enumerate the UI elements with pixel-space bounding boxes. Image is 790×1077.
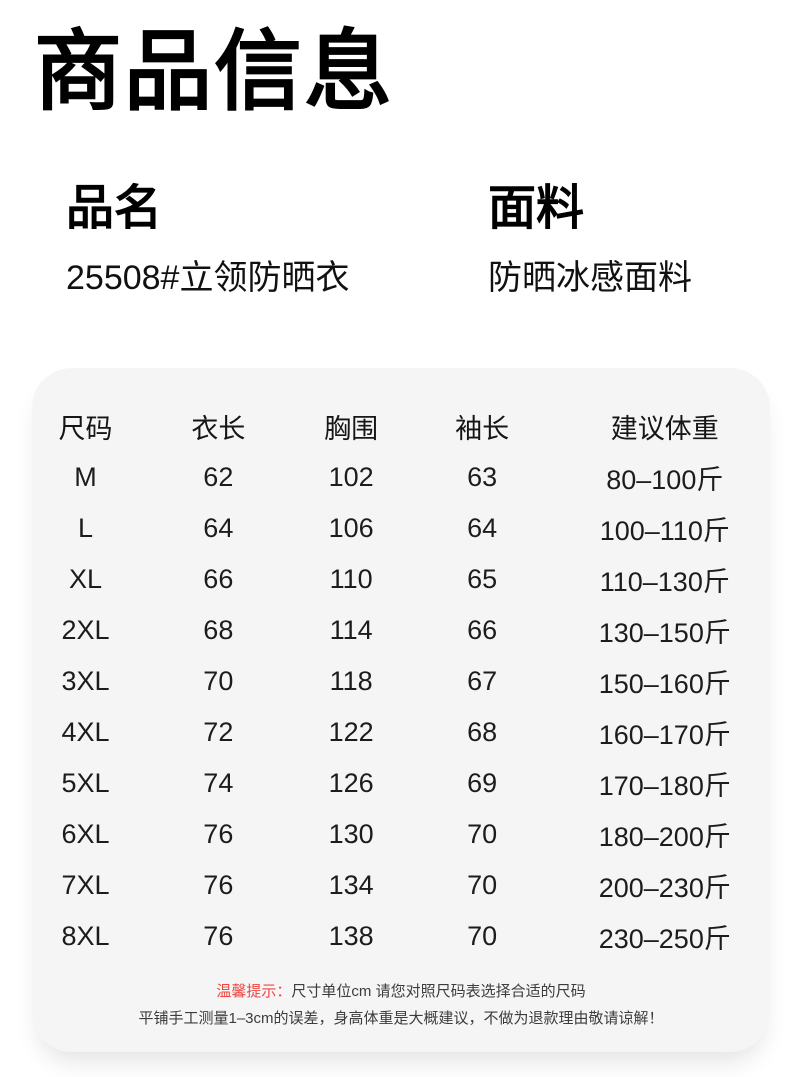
table-cell: 67 xyxy=(467,666,498,696)
table-cell: 7XL xyxy=(61,870,110,900)
table-cell: 5XL xyxy=(61,768,110,798)
table-cell: 118 xyxy=(329,666,373,696)
table-cell: 160–170斤 xyxy=(598,720,731,750)
table-cell: 122 xyxy=(328,717,374,747)
tip-label: 温馨提示： xyxy=(216,983,292,1000)
table-cell: M xyxy=(74,462,97,492)
table-cell: 76 xyxy=(203,921,234,951)
product-name-label: 品名 xyxy=(66,182,163,235)
table-cell: 65 xyxy=(467,564,498,594)
table-cell: 74 xyxy=(203,768,234,798)
product-name-value: 25508#立领防晒衣 xyxy=(66,259,350,297)
table-row: XL 66 110 65 110–130斤 xyxy=(32,554,770,605)
table-cell: 130 xyxy=(328,819,374,849)
table-cell: 64 xyxy=(203,513,234,543)
table-cell: 106 xyxy=(328,513,374,543)
table-row: 8XL 76 138 70 230–250斤 xyxy=(32,911,770,962)
size-chart-panel: 尺码 衣长 胸围 袖长 建议体重 M 62 102 63 80–100斤 L 64 106 64 100–… xyxy=(32,368,770,1052)
page-title: 商品信息 xyxy=(34,22,395,121)
table-row: M 62 102 63 80–100斤 xyxy=(32,452,770,503)
table-row: 6XL 76 130 70 180–200斤 xyxy=(32,809,770,860)
table-cell: 70 xyxy=(467,870,498,900)
table-cell: 100–110斤 xyxy=(599,516,730,546)
disclaimer-line: 平铺手工测量1–3cm的误差，身高体重是大概建议，不做为退款理由敬请谅解！ xyxy=(138,1010,664,1027)
table-cell: 170–180斤 xyxy=(598,771,731,801)
table-cell: 69 xyxy=(467,768,498,798)
table-cell: 68 xyxy=(467,717,498,747)
table-cell: 80–100斤 xyxy=(606,465,724,495)
table-row: 4XL 72 122 68 160–170斤 xyxy=(32,707,770,758)
table-cell: 76 xyxy=(203,870,234,900)
table-header-cell: 建议体重 xyxy=(610,414,719,444)
table-cell: 230–250斤 xyxy=(598,924,731,954)
size-chart-table: 尺码 衣长 胸围 袖长 建议体重 M 62 102 63 80–100斤 L 64 106 64 100–… xyxy=(32,401,770,962)
table-cell: 64 xyxy=(467,513,498,543)
table-cell: 72 xyxy=(203,717,234,747)
table-cell: 180–200斤 xyxy=(598,822,731,852)
table-cell: 63 xyxy=(467,462,498,492)
table-row: 2XL 68 114 66 130–150斤 xyxy=(32,605,770,656)
table-cell: 70 xyxy=(467,819,498,849)
table-cell: 110–130斤 xyxy=(599,567,730,597)
table-cell: 62 xyxy=(203,462,234,492)
table-header-cell: 胸围 xyxy=(324,414,379,444)
table-cell: 130–150斤 xyxy=(598,618,731,648)
table-cell: 138 xyxy=(328,921,374,951)
table-cell: 3XL xyxy=(61,666,110,696)
table-cell: 66 xyxy=(203,564,234,594)
table-cell: XL xyxy=(68,564,103,594)
tip-text: 尺寸单位cm 请您对照尺码表选择合适的尺码 xyxy=(291,983,586,1000)
table-cell: 134 xyxy=(328,870,374,900)
table-row: 3XL 70 118 67 150–160斤 xyxy=(32,656,770,707)
table-row: L 64 106 64 100–110斤 xyxy=(32,503,770,554)
table-cell: 76 xyxy=(203,819,234,849)
table-cell: 70 xyxy=(467,921,498,951)
table-cell: 4XL xyxy=(61,717,110,747)
table-row: 5XL 74 126 69 170–180斤 xyxy=(32,758,770,809)
table-cell: 66 xyxy=(467,615,498,645)
table-cell: 150–160斤 xyxy=(598,669,731,699)
fabric-value: 防晒冰感面料 xyxy=(488,259,692,297)
table-cell: 8XL xyxy=(61,921,110,951)
table-cell: L xyxy=(77,513,94,543)
table-header-row: 尺码 衣长 胸围 袖长 建议体重 xyxy=(32,401,770,452)
table-cell: 2XL xyxy=(61,615,110,645)
table-header-cell: 袖长 xyxy=(455,414,510,444)
table-cell: 6XL xyxy=(61,819,110,849)
table-cell: 126 xyxy=(328,768,374,798)
table-cell: 68 xyxy=(203,615,234,645)
fabric-label: 面料 xyxy=(488,182,585,235)
table-cell: 114 xyxy=(329,615,373,645)
table-cell: 70 xyxy=(203,666,234,696)
table-cell: 110 xyxy=(329,564,373,594)
table-header-cell: 尺码 xyxy=(58,414,113,444)
table-cell: 200–230斤 xyxy=(598,873,731,903)
table-cell: 102 xyxy=(328,462,374,492)
notes-block: 温馨提示：尺寸单位cm 请您对照尺码表选择合适的尺码 平铺手工测量1–3cm的误… xyxy=(32,978,770,1032)
table-row: 7XL 76 134 70 200–230斤 xyxy=(32,860,770,911)
table-header-cell: 衣长 xyxy=(191,414,246,444)
tip-line: 温馨提示：尺寸单位cm 请您对照尺码表选择合适的尺码 xyxy=(32,978,770,1005)
